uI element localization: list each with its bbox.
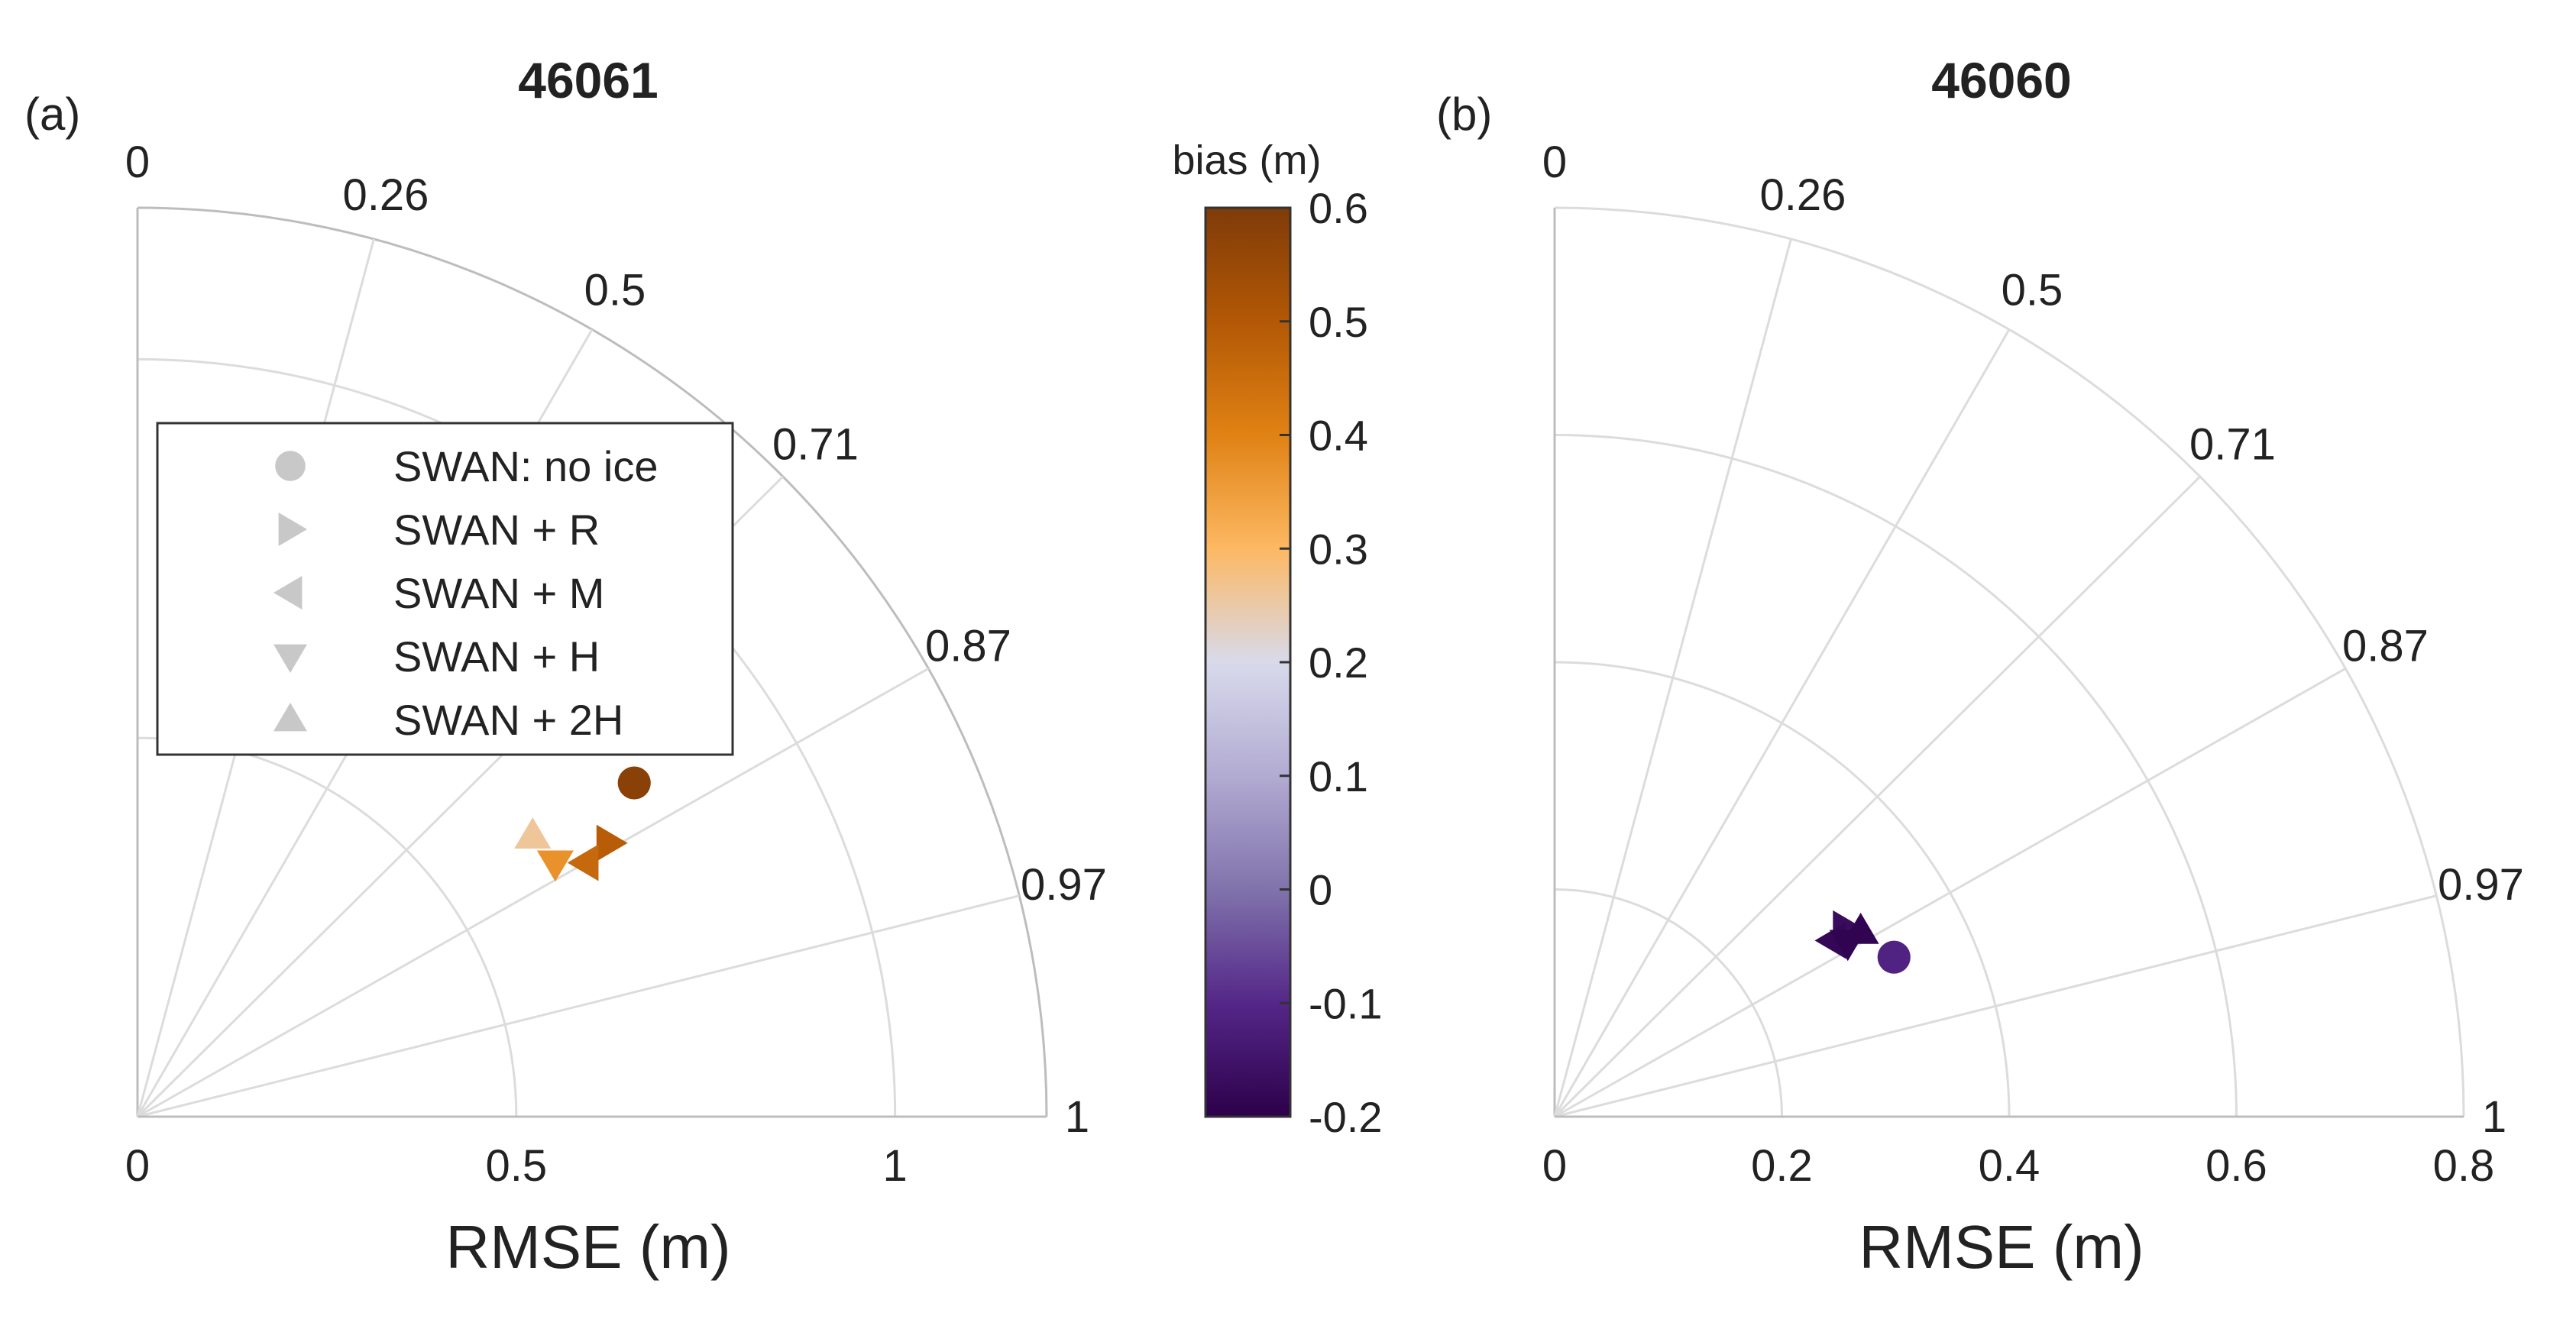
radial-tick-label: 0.2: [1751, 1141, 1813, 1191]
data-point-triangle-up: [514, 817, 552, 849]
correlation-tick-label: 0: [1542, 137, 1567, 187]
correlation-tick-label: 1: [2482, 1092, 2506, 1142]
correlation-spoke: [1553, 238, 1792, 1117]
panel-b-correlation-tick-labels: 0 0.26 0.5 0.71 0.87 0.97 1: [1542, 137, 2524, 1142]
correlation-tick-label: 0.97: [1021, 860, 1107, 910]
legend-box: [156, 422, 734, 756]
radial-tick-label: 0.8: [2433, 1141, 2495, 1191]
colorbar-tick-label: 0.6: [1309, 184, 1368, 232]
data-point-triangle-left: [567, 844, 599, 881]
correlation-tick-label: 1: [1065, 1092, 1089, 1142]
legend: SWAN: no ice SWAN + R SWAN + M SWAN + H …: [156, 422, 734, 756]
correlation-spoke: [137, 894, 1020, 1118]
colorbar-tick-label: 0.1: [1309, 752, 1368, 800]
colorbar-tick-label: -0.2: [1309, 1093, 1383, 1141]
correlation-tick-label: 0.5: [584, 265, 646, 315]
data-point-triangle-up: [1842, 912, 1879, 944]
correlation-spoke: [1554, 894, 2437, 1118]
colorbar-tick-label: 0.2: [1309, 639, 1368, 687]
colorbar-tick-label: 0.3: [1309, 525, 1368, 573]
panel-b-grid: [1553, 206, 2465, 1118]
panel-b: (b) 46060 0 0.2 0.4 0.6 0.8 0 0.26 0.5 0…: [1436, 52, 2524, 1281]
radial-tick-label: 0.6: [2205, 1141, 2267, 1191]
legend-marker-triangle-right: [278, 513, 307, 546]
rmse-grid-arc: [1554, 434, 2238, 1117]
colorbar-tick-label: 0: [1309, 866, 1332, 914]
colorbar-tick-label: 0.5: [1309, 298, 1368, 346]
colorbar: bias (m) -0.2 -0.1 0 0.1 0.2 0.3 0.4 0.5…: [1172, 137, 1382, 1141]
legend-marker-circle: [275, 451, 306, 481]
legend-label-2h: SWAN + 2H: [393, 696, 623, 744]
legend-marker-triangle-down: [273, 644, 307, 673]
panel-a-radial-tick-labels: 0 0.5 1: [125, 1141, 908, 1191]
panel-b-label: (b): [1436, 89, 1492, 140]
panel-b-title: 46060: [1931, 52, 2072, 108]
colorbar-gradient: [1204, 206, 1292, 1118]
colorbar-title: bias (m): [1172, 137, 1321, 183]
panel-a-correlation-tick-labels: 0 0.26 0.5 0.71 0.87 0.97 1: [125, 137, 1107, 1142]
correlation-tick-label: 0.26: [1760, 170, 1846, 220]
correlation-tick-label: 0.71: [772, 420, 859, 470]
panel-b-radial-tick-labels: 0 0.2 0.4 0.6 0.8: [1542, 1141, 2494, 1191]
panel-a-title: 46061: [518, 52, 659, 108]
correlation-spoke: [1554, 667, 2347, 1118]
correlation-spoke: [137, 667, 930, 1118]
radial-tick-label: 0: [1542, 1141, 1567, 1191]
correlation-tick-label: 0.26: [343, 170, 429, 220]
legend-label-r: SWAN + R: [393, 506, 600, 554]
radial-tick-label: 0.4: [1979, 1141, 2040, 1191]
radial-tick-label: 1: [883, 1141, 908, 1191]
correlation-tick-label: 0.5: [2002, 265, 2063, 315]
legend-markers: [273, 451, 307, 732]
colorbar-ticks: [1280, 206, 1290, 1118]
data-point-circle: [1877, 940, 1911, 974]
panel-a-points: [514, 766, 651, 882]
correlation-spoke: [1553, 328, 2011, 1117]
legend-marker-triangle-left: [273, 576, 303, 610]
colorbar-tick-label: 0.4: [1309, 412, 1368, 460]
correlation-tick-label: 0.87: [2342, 622, 2429, 671]
legend-label-h: SWAN + H: [393, 632, 600, 681]
legend-label-no-ice: SWAN: no ice: [393, 442, 658, 490]
colorbar-tick-label: -0.1: [1309, 979, 1383, 1027]
data-point-circle: [617, 766, 651, 800]
rmse-grid-arc: [1554, 661, 2011, 1117]
correlation-spoke: [1553, 475, 2201, 1118]
legend-marker-triangle-up: [273, 703, 307, 732]
panel-b-points: [1814, 910, 1911, 974]
legend-label-m: SWAN + M: [393, 569, 604, 617]
panel-a: (a) 46061 0 0.5 1 0 0.26 0.5 0.71 0.87 0…: [24, 52, 1107, 1281]
panel-a-label: (a): [24, 89, 80, 140]
correlation-tick-label: 0.87: [925, 622, 1011, 671]
colorbar-tick-labels: -0.2 -0.1 0 0.1 0.2 0.3 0.4 0.5 0.6: [1309, 184, 1383, 1141]
panel-a-x-axis-label: RMSE (m): [445, 1213, 730, 1281]
data-point-triangle-down: [536, 850, 574, 882]
data-point-triangle-right: [596, 824, 628, 862]
correlation-tick-label: 0: [125, 137, 150, 187]
correlation-tick-label: 0.97: [2438, 860, 2524, 910]
radial-tick-label: 0.5: [486, 1141, 548, 1191]
radial-tick-label: 0: [125, 1141, 150, 1191]
panel-b-x-axis-label: RMSE (m): [1859, 1213, 2144, 1281]
correlation-tick-label: 0.71: [2189, 420, 2276, 470]
